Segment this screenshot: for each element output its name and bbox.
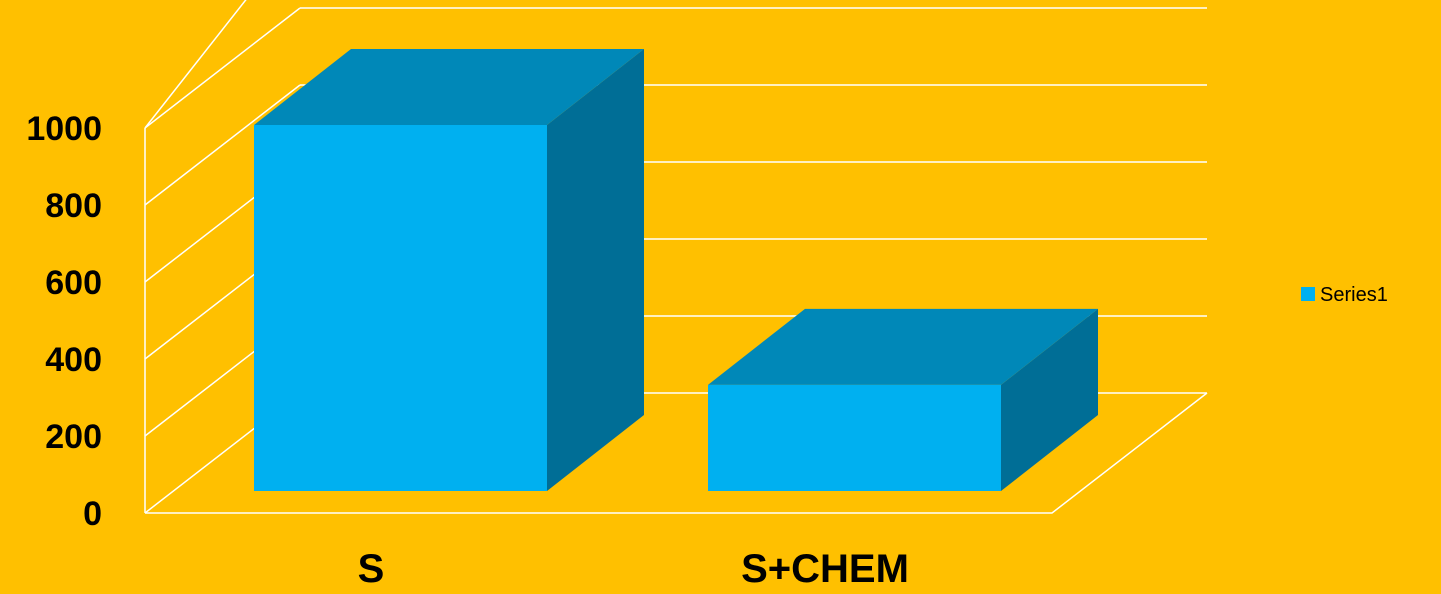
left-wall-gridline [144,84,301,206]
y-tick-label: 800 [45,187,102,225]
y-tick-label: 200 [45,418,102,456]
y-axis-tick-labels: 0 200 400 600 800 1000 [26,110,102,533]
legend-label-series1: Series1 [1320,284,1388,306]
bar-top-face [708,308,1098,385]
bar-s [254,49,644,491]
bar-side-face [1001,308,1098,491]
bars [254,49,1098,491]
x-category-label: S+CHEM [741,547,909,591]
x-axis-category-labels: S S+CHEM [358,547,909,591]
x-category-label: S [358,547,385,591]
bar-front-face [254,125,547,491]
floor-gridline [145,392,1208,514]
y-tick-label: 600 [45,264,102,302]
bar-s-chem [708,308,1098,491]
legend-swatch-series1 [1301,287,1315,301]
left-wall-gridline [144,7,301,129]
left-wall-gridline [144,0,247,129]
y-tick-label: 0 [83,495,102,533]
bar-top-face [254,49,644,125]
bar-side-face [547,49,644,491]
y-tick-label: 400 [45,341,102,379]
bar-front-face [708,384,1001,491]
y-tick-label: 1000 [26,110,102,148]
legend: Series1 [1301,284,1388,306]
